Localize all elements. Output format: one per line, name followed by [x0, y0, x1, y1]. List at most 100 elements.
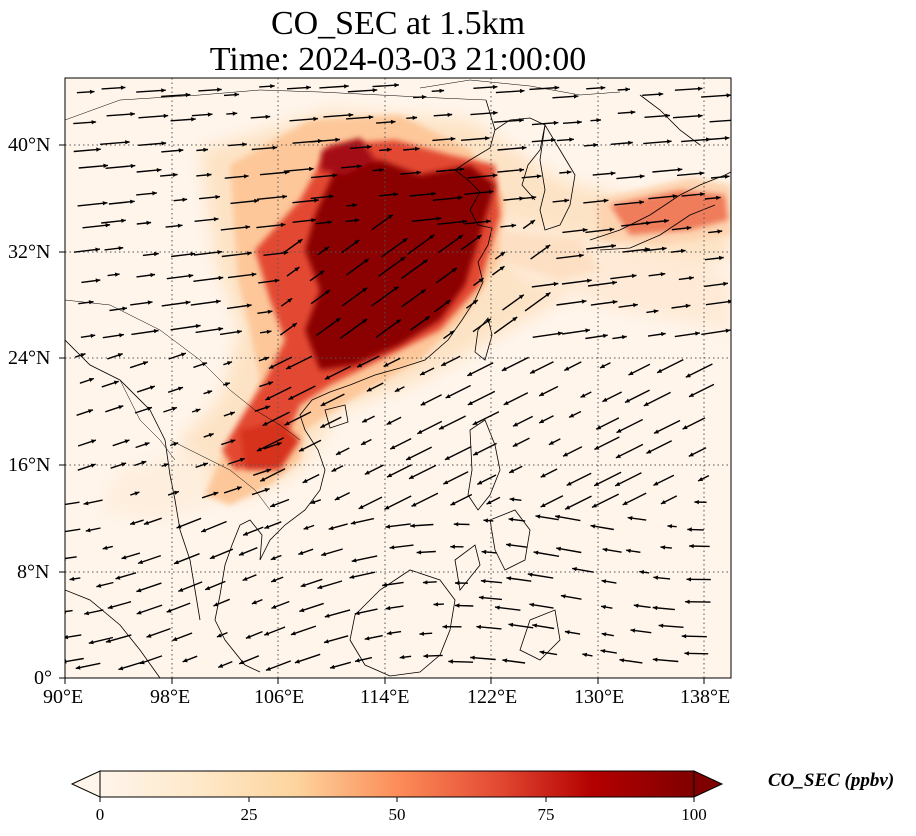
wind-arrow-head [354, 610, 360, 616]
wind-arrow-shaft [173, 553, 200, 565]
wind-arrow-shaft [283, 167, 314, 172]
wind-arrow-head [493, 110, 498, 116]
wind-arrow-head [256, 447, 262, 452]
wind-arrow-shaft [77, 202, 108, 207]
wind-arrow-shaft [648, 195, 678, 200]
wind-arrow-head [485, 136, 490, 141]
wind-arrow-head [367, 144, 372, 150]
wind-arrow-shaft [688, 383, 715, 398]
wind-arrow-shaft [524, 292, 551, 312]
wind-arrow-head [455, 580, 460, 586]
wind-arrow-head [386, 420, 392, 425]
wind-arrow-head [697, 86, 703, 91]
wind-arrow-head [601, 604, 606, 610]
wind-arrow-head [239, 457, 245, 462]
wind-arrow-shaft [400, 258, 429, 280]
wind-arrow-head [91, 439, 96, 444]
wind-arrow-head [88, 377, 94, 382]
graticule [65, 78, 731, 678]
wind-arrow-head [136, 588, 142, 593]
wind-arrow-head [386, 147, 392, 152]
wind-arrow-shaft [438, 415, 467, 430]
wind-arrow-head [119, 333, 124, 338]
wind-arrow-shaft [323, 114, 354, 118]
wind-arrow-head [147, 300, 153, 305]
wind-arrow-head [218, 326, 224, 332]
wind-arrow-head [153, 329, 159, 334]
wind-arrow-head [596, 118, 601, 123]
wind-arrow-head [539, 419, 545, 423]
wind-arrow-head [260, 477, 266, 482]
wind-arrow-shaft [438, 234, 464, 254]
wind-arrow-head [733, 118, 738, 122]
wind-arrow-head [331, 467, 337, 472]
wind-arrow-head [556, 546, 561, 552]
wind-arrow-shaft [105, 164, 136, 169]
wind-arrow-head [382, 582, 387, 587]
wind-arrow-head [639, 570, 644, 575]
wind-arrow-head [492, 84, 498, 90]
wind-arrow-head [206, 172, 212, 177]
wind-arrow-shaft [652, 168, 683, 173]
wind-arrow-head [136, 610, 142, 615]
colorbar-tick-label: 75 [537, 805, 555, 824]
wind-arrow-shaft [408, 464, 437, 480]
wind-arrow-shaft [672, 114, 703, 119]
wind-arrow-head [630, 628, 636, 633]
wind-arrow-shaft [221, 252, 252, 258]
wind-arrow-head [242, 142, 247, 147]
wind-arrow-head [243, 174, 249, 179]
wind-arrow-shaft [493, 119, 524, 123]
wind-arrow-shaft [288, 385, 316, 401]
wind-arrow-head [172, 172, 178, 177]
wind-arrow-shaft [193, 276, 224, 282]
wind-arrow-head [717, 229, 723, 234]
wind-arrow-head [472, 300, 478, 305]
wind-arrow-head [292, 323, 297, 328]
wind-arrow-shaft [378, 256, 406, 277]
wind-arrow-shaft [564, 495, 592, 510]
wind-arrow-shaft [593, 471, 622, 487]
wind-arrow-shaft [65, 501, 80, 506]
wind-arrow-head [564, 630, 570, 635]
wind-arrow-head [431, 191, 436, 196]
wind-arrow-head [633, 303, 638, 308]
wind-arrow-head [372, 88, 378, 93]
wind-arrow-head [324, 639, 329, 644]
wind-arrow-head [313, 116, 318, 122]
wind-arrow-shaft [643, 391, 671, 407]
wind-arrow-head [324, 375, 330, 380]
wind-arrow-head [441, 361, 447, 366]
wind-arrow-head [660, 272, 666, 277]
colorbar-tick-label: 100 [681, 805, 707, 824]
wind-arrow-head [680, 248, 686, 254]
wind-arrow-head [454, 603, 460, 608]
wind-arrow-head [344, 84, 349, 89]
wind-arrow-head [625, 398, 630, 403]
wind-arrow-head [265, 114, 271, 119]
colorbar-title: CO_SEC (ppbv) [768, 770, 895, 791]
wind-arrow-head [268, 364, 274, 369]
wind-arrow-head [467, 401, 473, 405]
wind-arrow-head [243, 531, 249, 536]
wind-arrow-head [195, 408, 201, 413]
wind-arrow-head [121, 218, 126, 223]
wind-arrow-head [548, 440, 554, 445]
wind-arrow-head [270, 84, 275, 89]
wind-arrow-head [299, 447, 304, 452]
wind-arrow-head [161, 88, 166, 93]
wind-arrow-head [724, 174, 730, 179]
wind-arrow-shaft [532, 332, 563, 338]
lon-tick-label: 130°E [574, 686, 625, 708]
wind-arrow-head [619, 658, 625, 663]
wind-arrow-head [530, 220, 535, 225]
wind-arrow-head [486, 219, 491, 224]
wind-arrow-shaft [622, 248, 650, 253]
wind-arrow-head [121, 462, 127, 467]
wind-arrow-head [230, 439, 236, 444]
wind-arrow-head [458, 235, 463, 240]
wind-arrow-head [621, 335, 627, 340]
wind-arrow-head [215, 194, 220, 200]
wind-arrow-head [237, 329, 242, 334]
wind-arrow-head [114, 272, 120, 277]
